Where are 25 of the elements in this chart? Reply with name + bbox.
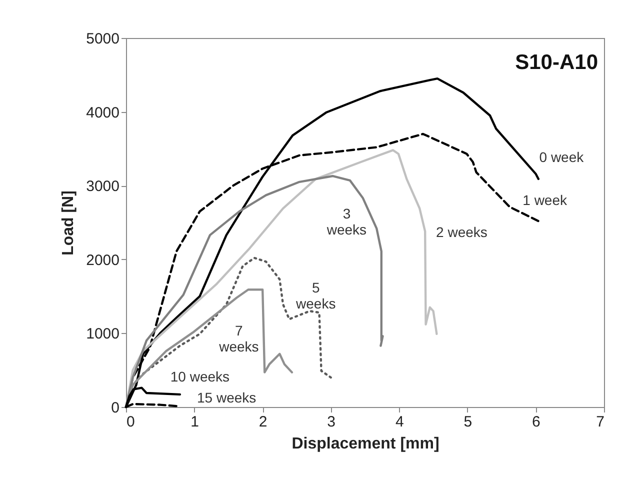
y-tick-label: 1000 — [86, 326, 120, 343]
series-label: 1 week — [522, 192, 568, 208]
series-label: 15 weeks — [197, 389, 256, 406]
x-tick-label: 6 — [532, 414, 540, 430]
x-tick-label: 2 — [258, 414, 268, 430]
series-label: 0 week — [539, 148, 585, 165]
y-tick-label: 0 — [111, 400, 120, 416]
x-axis-title: Displacement [mm] — [292, 436, 440, 452]
x-tick-label: 1 — [190, 414, 199, 430]
x-tick-label: 5 — [464, 414, 472, 430]
y-tick-label: 3000 — [86, 178, 120, 196]
series-label: 3 weeks — [326, 206, 367, 238]
series-label: 2 weeks — [436, 224, 488, 240]
y-axis-title: Load [N] — [60, 190, 78, 256]
x-tick-label: 4 — [395, 414, 404, 430]
x-tick-label: 7 — [596, 414, 604, 430]
series-label: 7 weeks — [218, 322, 259, 354]
y-tick-label: 4000 — [86, 104, 120, 122]
series-label: 10 weeks — [170, 368, 230, 384]
text: S10-A10 — [515, 51, 598, 74]
x-tick-label: 0 — [126, 414, 135, 430]
series-label: 5 weeks — [295, 279, 336, 312]
y-tick-label: 2000 — [86, 252, 120, 269]
x-tick-label: 3 — [327, 414, 336, 430]
y-tick-label: 5000 — [86, 30, 120, 48]
